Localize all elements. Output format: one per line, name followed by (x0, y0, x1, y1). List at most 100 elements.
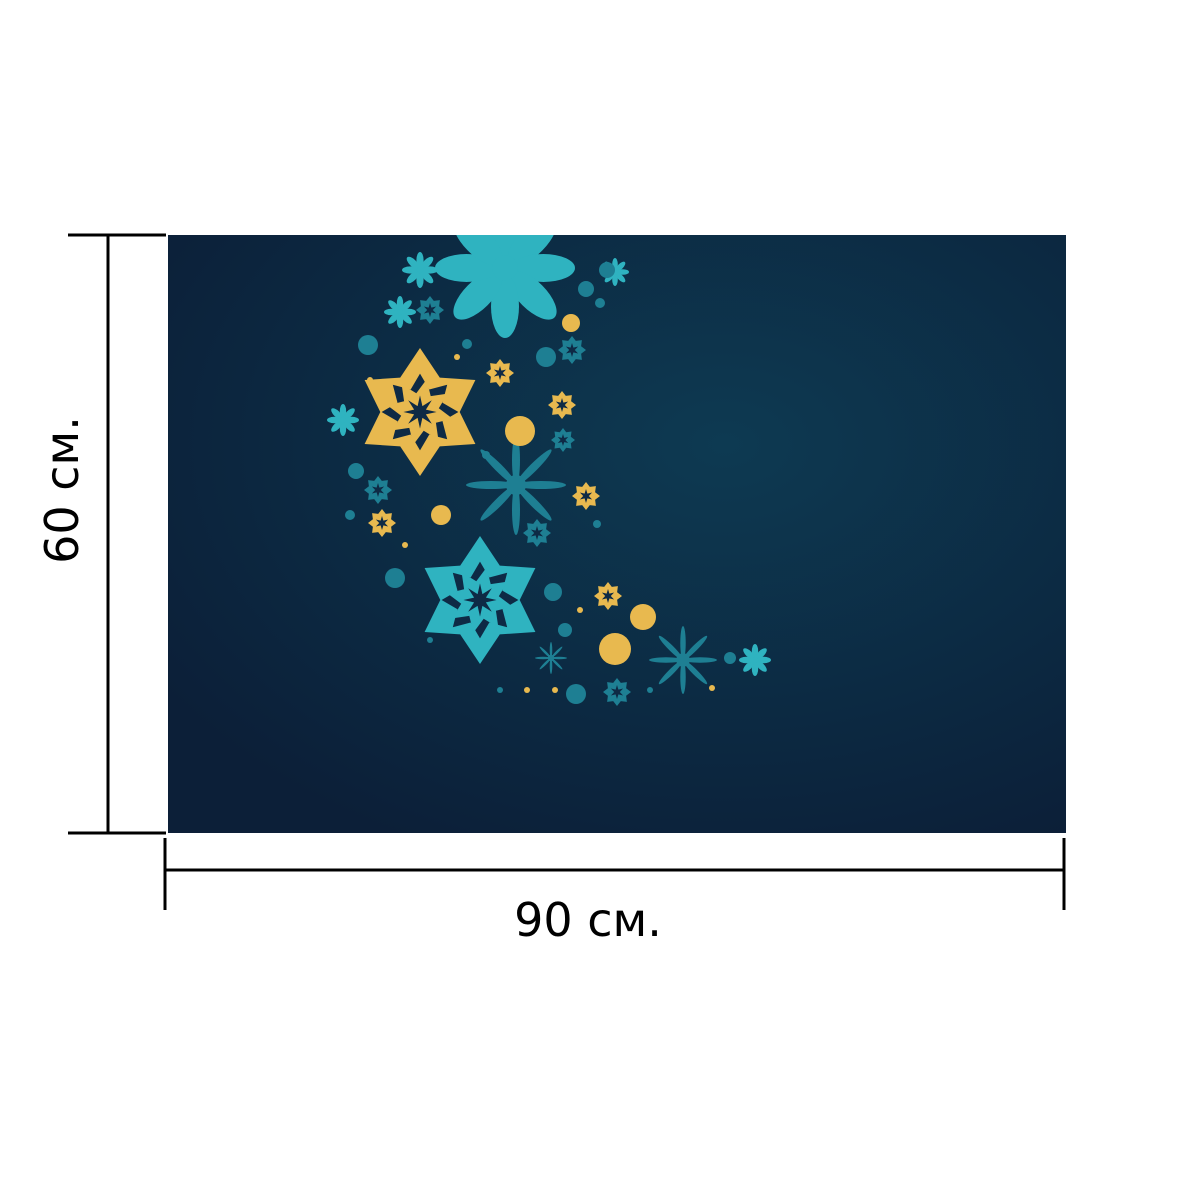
flake-arm (682, 635, 708, 661)
small-ornament (368, 509, 396, 537)
dot-ornament (454, 354, 460, 360)
dot-ornament (630, 604, 656, 630)
dot-ornament (427, 637, 433, 643)
flake-arm (683, 657, 717, 663)
dot-ornament (647, 687, 653, 693)
dot-ornament (348, 463, 364, 479)
dot (599, 633, 631, 665)
petal (507, 235, 557, 266)
flower-center (416, 266, 424, 274)
flake-arm (515, 449, 552, 486)
petal (507, 270, 557, 320)
dot (482, 451, 490, 459)
big-ornament (364, 348, 476, 476)
petal (615, 272, 626, 283)
star-core (555, 398, 569, 412)
small-ornament (558, 336, 586, 364)
petal (755, 648, 767, 660)
small-ornament (572, 482, 600, 510)
dot-ornament (431, 505, 451, 525)
dot (566, 684, 586, 704)
flake-center (506, 475, 526, 495)
petal (343, 408, 355, 420)
flake-ornament (649, 626, 717, 694)
dot (454, 354, 460, 360)
petal (615, 261, 626, 272)
flake-arm (535, 656, 551, 660)
star-core (375, 516, 389, 530)
petal (453, 235, 503, 266)
flower-ornament (739, 644, 771, 676)
small-ornament (603, 678, 631, 706)
petal (453, 270, 503, 320)
petal (388, 300, 400, 312)
dot (599, 262, 615, 278)
dot-ornament (367, 377, 373, 383)
dot-ornament (462, 339, 472, 349)
dot-ornament (724, 652, 736, 664)
dot (427, 637, 433, 643)
flower-center (752, 657, 758, 663)
flower-center (492, 255, 518, 281)
dot (544, 583, 562, 601)
star-core (530, 526, 544, 540)
dot-ornament (524, 687, 530, 693)
petal (331, 408, 343, 420)
petal (406, 256, 420, 270)
dot-ornament (358, 335, 378, 355)
star-core (579, 489, 593, 503)
dot-ornament (593, 520, 601, 528)
petal (343, 420, 355, 432)
dot-ornament (345, 510, 355, 520)
flower-ornament (327, 404, 359, 436)
dot (578, 281, 594, 297)
height-label: 60 см. (35, 416, 89, 564)
petal (420, 270, 434, 284)
dot (431, 505, 451, 525)
small-ornament (416, 296, 444, 324)
star-core (565, 343, 579, 357)
flake-arm (551, 656, 567, 660)
flower-center (397, 309, 403, 315)
small-ornament (364, 476, 392, 504)
petal (388, 312, 400, 324)
dot (647, 687, 653, 693)
petal (406, 270, 420, 284)
star-core (610, 685, 624, 699)
big-ornament (424, 536, 536, 664)
dot (630, 604, 656, 630)
dot-ornament (599, 262, 615, 278)
dot-ornament (497, 687, 503, 693)
dot-ornament (552, 687, 558, 693)
dot-ornament (544, 583, 562, 601)
petal (420, 256, 434, 270)
dot (562, 314, 580, 332)
flake-arm (550, 646, 563, 659)
dot (345, 510, 355, 520)
small-ornament (486, 359, 514, 387)
dot (524, 687, 530, 693)
dot-ornament (402, 542, 408, 548)
dot (367, 377, 373, 383)
star-core (423, 303, 437, 317)
flower-ornament (402, 252, 438, 288)
petal (755, 660, 767, 672)
small-ornament (594, 582, 622, 610)
small-ornament (551, 428, 575, 452)
dot (402, 542, 408, 548)
petal (400, 300, 412, 312)
star-core (557, 434, 569, 446)
flake-arm (680, 626, 686, 660)
dot (593, 520, 601, 528)
petal (743, 660, 755, 672)
dot-ornament (577, 607, 583, 613)
flake-arm (466, 481, 516, 489)
flake-arm (658, 635, 684, 661)
star-core (371, 483, 385, 497)
star-core (493, 366, 507, 380)
flower-ornament (435, 235, 575, 338)
dot (709, 685, 715, 691)
dot-ornament (562, 314, 580, 332)
